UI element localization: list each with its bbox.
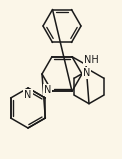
Text: N: N <box>83 68 90 78</box>
Text: N: N <box>44 85 51 95</box>
Text: NH: NH <box>84 55 99 65</box>
Text: N: N <box>24 90 32 100</box>
